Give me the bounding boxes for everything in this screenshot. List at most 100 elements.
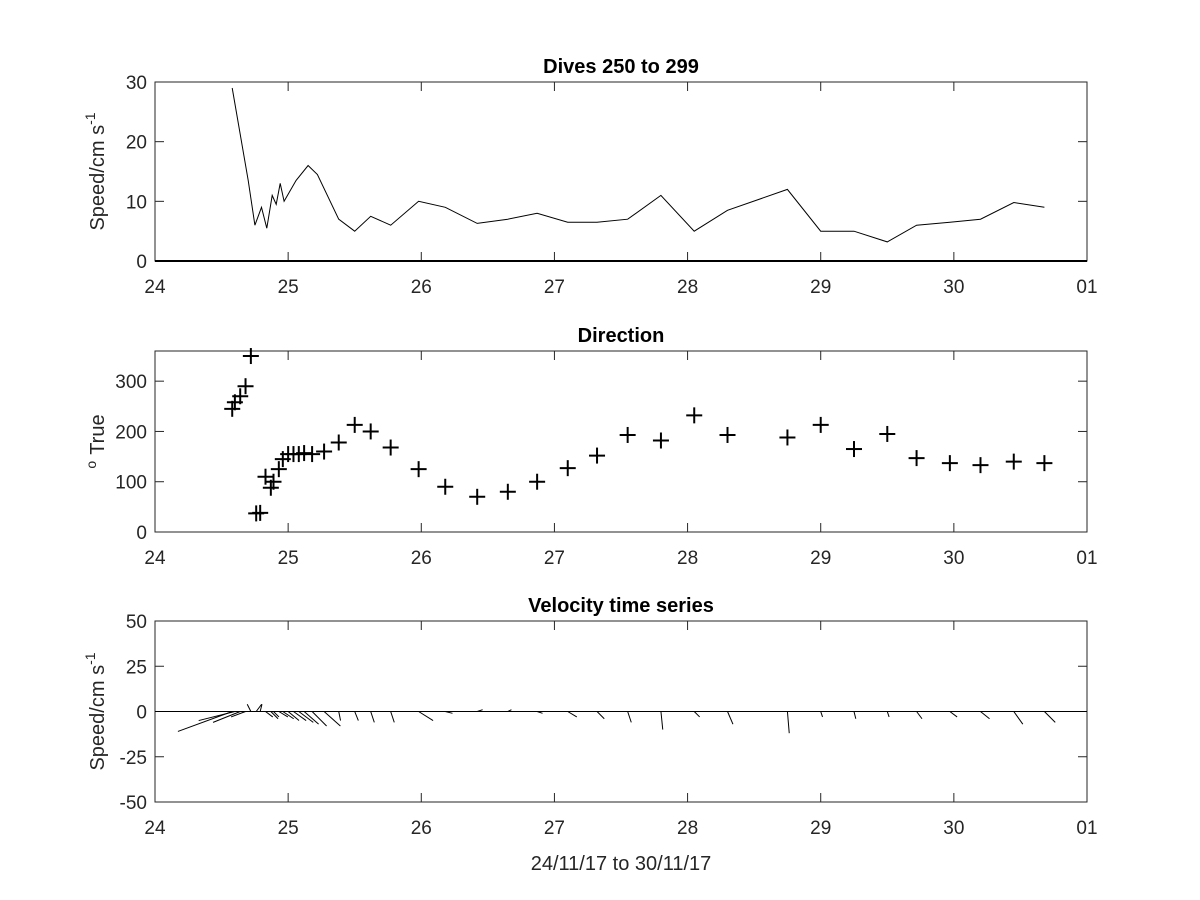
direction-point [316, 443, 333, 460]
velocity-stick [278, 711, 289, 718]
velocity-stick [693, 711, 701, 718]
direction-point [265, 473, 282, 490]
direction-point [846, 441, 862, 458]
velocity-stick [287, 711, 300, 721]
velocity-stick [259, 704, 263, 712]
y-label-text: Speed/cm s [87, 125, 109, 231]
velocity-stick [273, 711, 280, 718]
velocity-stick [980, 711, 990, 720]
x-tick-label: 26 [411, 818, 432, 839]
velocity-stick [270, 711, 279, 720]
velocity-stick [1013, 711, 1024, 725]
direction-point [941, 455, 958, 472]
direction-point [686, 407, 703, 424]
direction-axes-box [154, 350, 1088, 533]
direction-point [1036, 455, 1053, 472]
x-tick-label: 27 [544, 548, 565, 569]
velocity-stick [298, 711, 314, 723]
direction-point [1005, 453, 1022, 470]
direction-point [589, 447, 606, 464]
velocity-stick [660, 711, 664, 730]
direction-y-axis-label: o True [83, 414, 109, 468]
x-tick-label: 25 [278, 548, 299, 569]
y-tick-label: 100 [115, 473, 147, 494]
direction-point [972, 457, 989, 474]
x-tick-label: 28 [677, 818, 698, 839]
velocity-stick [536, 711, 543, 714]
direction-point [619, 426, 636, 443]
y-tick-label: 20 [126, 133, 147, 154]
velocity-stick [477, 709, 483, 712]
direction-point [346, 416, 363, 433]
x-tick-label: 25 [278, 277, 299, 298]
velocity-stick [311, 711, 327, 727]
direction-point [652, 432, 669, 449]
direction-point [296, 445, 313, 462]
y-label-superscript: -1 [82, 112, 98, 125]
x-tick-label: 27 [544, 277, 565, 298]
direction-point [437, 478, 454, 495]
velocity-stick [916, 711, 923, 720]
y-tick-label: 0 [136, 523, 147, 544]
direction-point [469, 488, 486, 505]
x-tick-label: 25 [278, 818, 299, 839]
velocity-stick [282, 711, 294, 720]
velocity-stick [323, 711, 341, 727]
velocity-stick [303, 711, 319, 725]
direction-point [304, 446, 321, 463]
direction-point [499, 483, 516, 500]
x-tick-label: 29 [810, 818, 831, 839]
speed-panel: 24 25 26 27 28 29 30 01 0 10 20 30 Dives 250 to 299 S… [82, 56, 1098, 298]
speed-axes-box [154, 81, 1088, 262]
x-tick-label: 30 [943, 548, 964, 569]
y-tick-label: -25 [120, 748, 147, 769]
y-tick-label: 200 [115, 422, 147, 443]
x-tick-label: 01 [1076, 277, 1097, 298]
y-tick-label: -50 [120, 793, 147, 814]
direction-point [270, 461, 287, 478]
velocity-stick [370, 711, 375, 723]
direction-point [237, 378, 254, 395]
velocity-stick [265, 711, 274, 718]
x-tick-label: 26 [411, 277, 432, 298]
y-tick-label: 50 [126, 612, 147, 633]
velocity-stick [786, 711, 790, 734]
x-tick-label: 30 [943, 818, 964, 839]
direction-point [812, 416, 829, 433]
velocity-stick [1044, 711, 1056, 723]
velocity-stick [198, 711, 236, 722]
direction-point [382, 439, 399, 456]
velocity-stick [567, 711, 578, 718]
direction-point [362, 423, 379, 440]
velocity-stick [354, 711, 359, 721]
x-tick-label: 29 [810, 548, 831, 569]
velocity-stick [445, 711, 453, 714]
direction-point [908, 450, 925, 467]
direction-point [529, 473, 546, 490]
velocity-title: Velocity time series [528, 595, 714, 617]
y-label-text: True [87, 414, 109, 454]
x-tick-label: 24 [144, 277, 166, 298]
velocity-x-axis-label: 24/11/17 to 30/11/17 [531, 853, 712, 875]
speed-y-axis-label: Speed/cm s-1 [82, 112, 109, 230]
velocity-stick [212, 711, 241, 723]
direction-point [232, 388, 249, 405]
velocity-stick [853, 711, 857, 719]
direction-point [252, 504, 269, 521]
y-tick-label: 0 [136, 703, 147, 724]
y-label-superscript: -1 [82, 652, 98, 665]
y-tick-label: 300 [115, 372, 147, 393]
velocity-stick [949, 711, 958, 718]
x-tick-label: 01 [1076, 818, 1097, 839]
direction-point [242, 348, 259, 365]
direction-point [410, 461, 427, 478]
y-tick-label: 0 [136, 252, 147, 273]
direction-panel: 24 25 26 27 28 29 30 01 0 100 200 300 Direction o True [83, 325, 1098, 569]
velocity-stick [338, 711, 342, 721]
direction-point [330, 434, 347, 451]
direction-point [559, 460, 576, 477]
velocity-stick [418, 711, 434, 721]
x-tick-label: 29 [810, 277, 831, 298]
velocity-stick [255, 703, 263, 712]
